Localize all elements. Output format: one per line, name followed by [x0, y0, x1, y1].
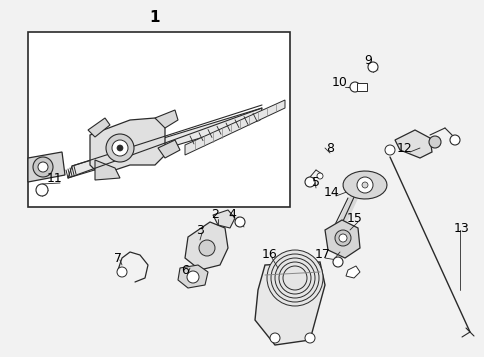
Circle shape	[117, 145, 123, 151]
Polygon shape	[90, 118, 165, 175]
Circle shape	[356, 177, 372, 193]
Circle shape	[271, 254, 318, 302]
Circle shape	[235, 217, 244, 227]
Text: 14: 14	[323, 186, 339, 200]
Text: 17: 17	[315, 248, 330, 261]
Circle shape	[38, 162, 48, 172]
Circle shape	[270, 333, 279, 343]
Circle shape	[384, 145, 394, 155]
Polygon shape	[184, 100, 285, 155]
Circle shape	[334, 230, 350, 246]
Circle shape	[106, 134, 134, 162]
Circle shape	[112, 140, 128, 156]
Text: 12: 12	[396, 141, 412, 155]
Text: 10: 10	[332, 75, 347, 89]
Text: 8: 8	[325, 141, 333, 155]
Circle shape	[317, 173, 322, 179]
Text: 15: 15	[347, 211, 362, 225]
Text: 13: 13	[453, 221, 469, 235]
Text: 2: 2	[211, 208, 218, 221]
Text: 4: 4	[227, 208, 235, 221]
Polygon shape	[178, 265, 208, 288]
Polygon shape	[68, 108, 261, 178]
Circle shape	[349, 82, 359, 92]
Circle shape	[367, 62, 377, 72]
Circle shape	[117, 267, 127, 277]
Circle shape	[428, 136, 440, 148]
Text: 5: 5	[311, 176, 319, 190]
Circle shape	[283, 266, 306, 290]
Circle shape	[338, 234, 346, 242]
Polygon shape	[28, 152, 65, 182]
Circle shape	[333, 257, 342, 267]
Polygon shape	[324, 220, 359, 258]
Circle shape	[449, 135, 459, 145]
Polygon shape	[342, 171, 386, 199]
Text: 11: 11	[47, 171, 63, 185]
Text: 7: 7	[114, 251, 122, 265]
Circle shape	[274, 258, 314, 298]
Polygon shape	[345, 266, 359, 278]
Polygon shape	[95, 160, 120, 180]
Polygon shape	[158, 140, 180, 158]
Circle shape	[278, 262, 310, 294]
Polygon shape	[255, 262, 324, 345]
Circle shape	[304, 333, 314, 343]
Circle shape	[198, 240, 214, 256]
Bar	[356, 83, 366, 91]
Polygon shape	[88, 118, 110, 137]
Text: 3: 3	[196, 223, 203, 236]
Circle shape	[267, 250, 322, 306]
Polygon shape	[212, 210, 235, 228]
Bar	[28, 32, 289, 207]
Circle shape	[361, 182, 367, 188]
Polygon shape	[155, 110, 178, 128]
Polygon shape	[394, 130, 431, 158]
Circle shape	[36, 184, 48, 196]
Text: 1: 1	[150, 10, 160, 25]
Circle shape	[304, 177, 314, 187]
Circle shape	[187, 271, 198, 283]
Circle shape	[33, 157, 53, 177]
Text: 6: 6	[181, 263, 189, 277]
Text: 16: 16	[261, 248, 277, 261]
Text: 9: 9	[363, 54, 371, 66]
Polygon shape	[184, 222, 227, 270]
